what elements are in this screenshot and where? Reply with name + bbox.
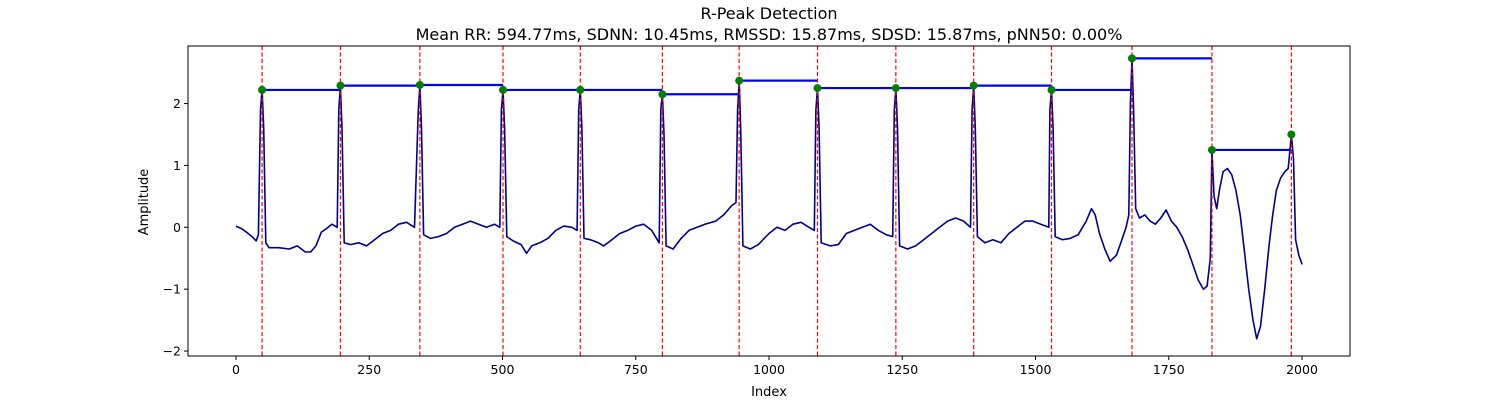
r-peak-marker — [813, 84, 822, 93]
plot-frame — [187, 45, 1351, 357]
r-peak-marker — [658, 90, 667, 99]
r-peak-marker — [1127, 54, 1136, 63]
axes: 0 250 500 750 1000 1250 1500 1750 2000 −2 −1 0 1 2 — [163, 45, 1351, 377]
y-tick-label: −2 — [163, 344, 181, 359]
x-tick-label: 500 — [491, 362, 515, 377]
y-tick-label: −1 — [163, 282, 181, 297]
x-tick-label: 1500 — [1020, 362, 1052, 377]
y-axis-label: Amplitude — [137, 169, 152, 236]
r-peak-marker — [415, 80, 424, 89]
plot-content — [235, 46, 1303, 356]
chart-title: R-Peak Detection — [700, 4, 837, 23]
r-peak-marker — [969, 81, 978, 90]
x-tick-label: 2000 — [1286, 362, 1318, 377]
r-peak-marker — [499, 85, 508, 94]
y-tick-label: 1 — [173, 158, 181, 173]
ecg-signal-line — [235, 57, 1303, 340]
y-tick-label: 0 — [173, 220, 181, 235]
r-peak-marker — [258, 85, 267, 94]
r-peak-marker — [891, 84, 900, 93]
r-peak-marker — [576, 85, 585, 94]
r-peak-marker — [1047, 85, 1056, 94]
x-axis-label: Index — [751, 385, 787, 400]
x-tick-label: 250 — [357, 362, 381, 377]
plot-area — [235, 46, 1303, 356]
y-tick-label: 2 — [173, 96, 181, 111]
x-tick-label: 750 — [624, 362, 648, 377]
r-peak-marker — [735, 76, 744, 85]
r-peak-marker — [336, 81, 345, 90]
x-tick-label: 1000 — [753, 362, 785, 377]
x-tick-label: 0 — [232, 362, 240, 377]
r-peak-marker — [1207, 145, 1216, 154]
chart-subtitle: Mean RR: 594.77ms, SDNN: 10.45ms, RMSSD:… — [416, 25, 1123, 44]
x-tick-label: 1250 — [886, 362, 918, 377]
x-tick-label: 1750 — [1153, 362, 1185, 377]
r-peak-marker — [1287, 130, 1296, 139]
